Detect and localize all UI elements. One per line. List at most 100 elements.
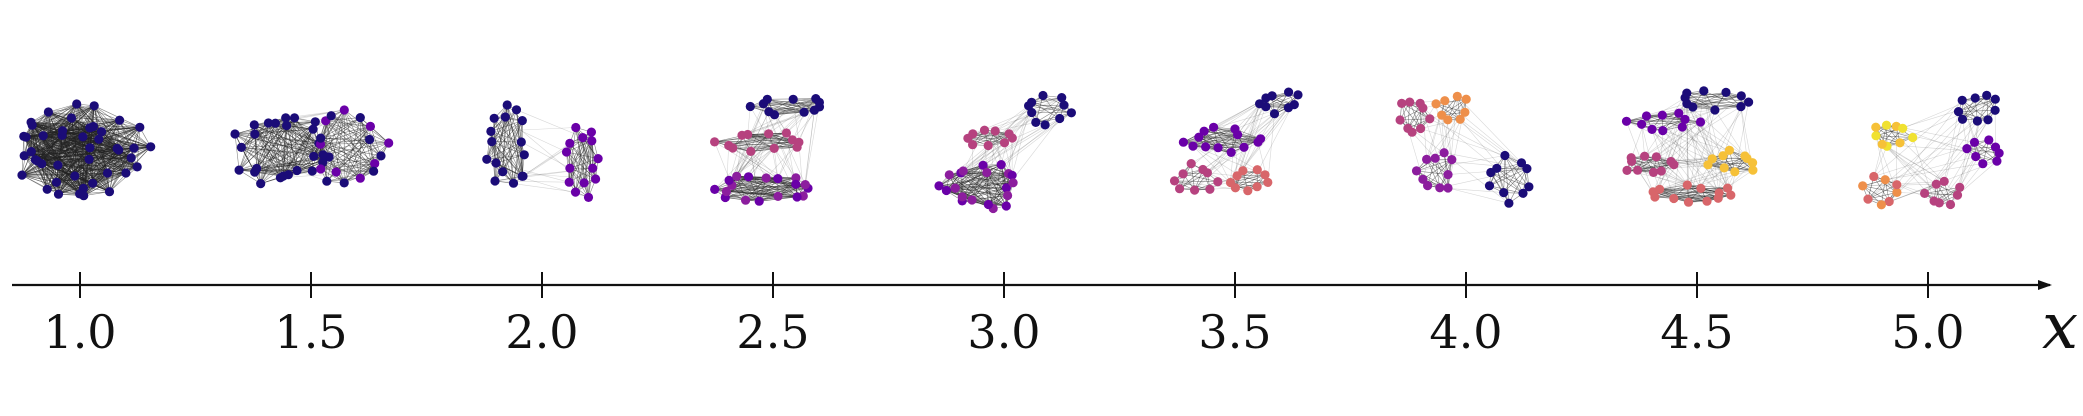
graph-edge [1508,168,1528,204]
graph-edge [1652,119,1686,193]
graph-node [983,199,994,210]
graph-node [1066,108,1076,118]
graph-edge [93,126,140,128]
graph-edge [1444,152,1527,169]
graph-node [1395,115,1405,125]
graph-node [1175,184,1185,194]
graph-node [591,174,601,184]
graph-edge [1958,98,1996,112]
graph-edge [1174,180,1210,190]
graph-edge [280,170,374,179]
graph-edge [1885,179,1925,194]
graph-edge [1653,171,1735,193]
graph-edge [1959,139,1990,188]
graph-edge [343,142,389,184]
graph-node [1908,132,1918,143]
graph-node [88,178,98,188]
graph-edge [971,172,988,201]
graph-edge [1646,115,1683,128]
graph-node [593,154,603,164]
graph-edge [76,103,91,148]
graph-edge [1626,119,1686,122]
graph-edge [982,124,1046,166]
graph-node [487,137,497,147]
graph-edge [1460,119,1528,169]
graph-node [1194,132,1204,142]
graph-edge [961,164,1002,202]
graph-node [1188,141,1198,151]
graph-edge [1661,93,1688,172]
graph-node [1953,107,1964,117]
graph-node [1651,152,1661,162]
graph-edge [506,104,522,143]
graph-edge [1422,107,1427,160]
graph-node [331,167,341,177]
graph-node [1736,91,1746,101]
graph-edge [1659,184,1688,190]
graph-edge [1673,93,1688,199]
graph-edge [1688,167,1725,203]
graph-edge [119,119,151,148]
graph-edge [23,136,90,149]
network-graph [1395,91,1534,208]
graph-node [1858,181,1868,191]
graph-edge [741,98,816,136]
graph-edge [1644,126,1683,157]
graph-edge [1656,121,1701,158]
graph-node [996,160,1006,170]
graph-edge [1008,97,1062,135]
graph-node [1213,177,1223,187]
axis-tick-label: 2.0 [505,305,578,359]
graph-node [102,168,113,178]
graph-node [1939,176,1949,186]
graph-edge [1882,144,1951,205]
graph-node [814,97,825,107]
graph-node [1677,122,1687,132]
graph-edge [1444,100,1528,169]
graph-edge [1631,157,1674,165]
graph-node [1213,143,1223,153]
graph-edge [505,116,514,184]
graph-edge [1962,100,1989,121]
graph-node [1929,196,1939,206]
graph-edge [522,143,570,177]
graph-node [1978,159,1988,169]
graph-edge [1426,159,1449,189]
graph-node [1892,180,1902,190]
graph-edge [82,136,135,149]
graph-edge [1204,128,1236,132]
graph-edge [1260,107,1289,139]
graph-node [511,105,522,115]
graph-node [1425,114,1435,124]
graph-node [583,192,594,202]
graph-edge [984,130,1013,176]
graph-node [1895,138,1905,148]
graph-node [1957,114,1968,124]
graph-edge [1626,156,1657,171]
graph-node [249,120,259,130]
graph-edge [1706,158,1748,202]
graph-edge [1242,141,1259,171]
graph-edge [1237,174,1266,177]
graph-edge [960,172,1007,207]
graph-node [1931,179,1941,189]
graph-node [561,147,572,157]
graph-node [289,113,300,123]
graph-edge [254,124,321,170]
graph-edge [1204,130,1261,140]
graph-node [710,137,720,147]
graph-node [564,177,574,187]
graph-edge [1503,162,1522,193]
graph-edge [486,116,506,160]
graph-node [967,195,977,205]
graph-node [1744,97,1754,107]
graph-edge [1646,115,1713,160]
graph-node [1256,134,1266,144]
graph-node [1880,175,1890,185]
graph-node [53,189,64,199]
graph-edge [1875,126,1967,149]
graph-edge [320,137,375,164]
graph-node [369,166,379,176]
axis-symbol: x [2042,290,2078,364]
graph-node [97,127,107,137]
